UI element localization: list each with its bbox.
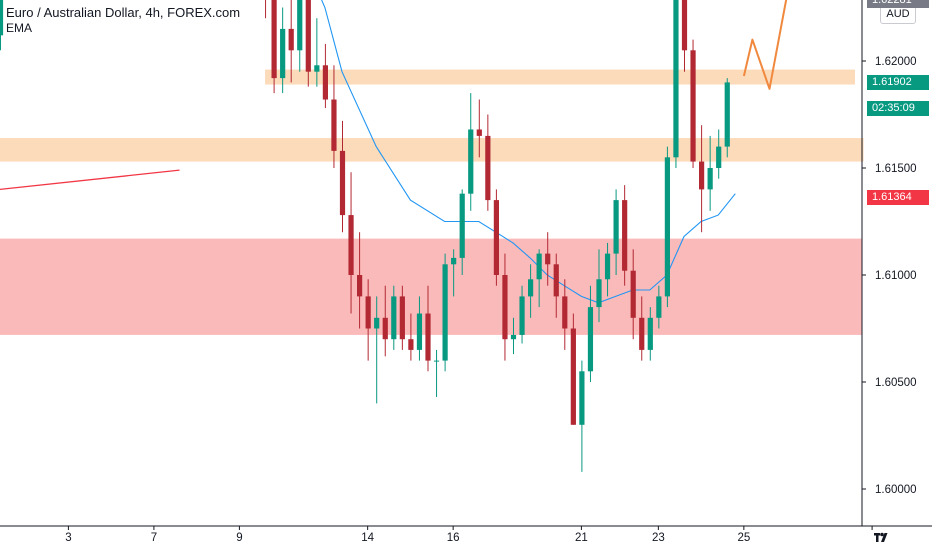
candle-body-38[interactable] [322,65,328,100]
candle-body-77[interactable] [656,296,662,318]
price-label-current[interactable]: 1.61902 [867,74,929,90]
candle-body-62[interactable] [528,279,534,297]
candle-body-75[interactable] [639,317,645,350]
candle-body-32[interactable] [271,0,277,79]
candle-body-66[interactable] [562,296,568,329]
candle-body-70[interactable] [596,279,602,308]
level-zone-5[interactable] [0,138,864,162]
candle-body-85[interactable] [724,82,730,147]
candle-body-79[interactable] [673,0,679,158]
candle-body-71[interactable] [604,253,611,280]
candle-body-55[interactable] [468,129,474,194]
time-tick-label-7: 25 [737,532,750,544]
candle-body-42[interactable] [357,275,363,297]
candle-body-54[interactable] [459,193,465,258]
supply-zone-1[interactable] [0,238,862,335]
symbol-title[interactable]: Euro / Australian Dollar, 4h, FOREX.com [6,5,241,20]
candle-body-49[interactable] [416,313,423,350]
candle-body-50[interactable] [425,313,431,361]
time-tick-label-0: 3 [65,532,71,544]
candle-body-39[interactable] [331,99,337,151]
candle-body-48[interactable] [408,339,414,350]
candle-body-60[interactable] [510,334,517,340]
candle-body-82[interactable] [699,161,705,190]
price-tick-label-4: 1.62000 [875,56,917,68]
ema-line[interactable] [0,0,736,304]
candle-body-0[interactable] [0,0,4,36]
projection-arrow[interactable] [742,0,864,90]
trend-line[interactable] [0,169,180,191]
candle-body-46[interactable] [391,296,397,340]
time-tick-label-5: 21 [575,532,588,544]
time-tick-label-3: 14 [361,532,374,544]
candle-body-65[interactable] [553,264,559,297]
candle-body-33[interactable] [280,28,286,79]
candle-body-36[interactable] [305,0,311,72]
candle-body-63[interactable] [536,253,542,280]
candle-body-53[interactable] [451,257,457,265]
candle-body-44[interactable] [374,317,380,329]
candle-body-73[interactable] [622,200,628,271]
time-tick-label-6: 23 [652,532,665,544]
price-label-1.62281[interactable]: 1.62281 [867,0,929,9]
candle-body-69[interactable] [587,307,594,372]
candle-body-80[interactable] [681,0,688,51]
candle-body-40[interactable] [339,150,346,216]
time-tick-label-4: 16 [447,532,460,544]
candle-body-84[interactable] [716,146,722,168]
candle-body-56[interactable] [476,129,482,136]
candle-body-34[interactable] [288,28,294,51]
candle-body-68[interactable] [579,371,585,425]
candle-body-78[interactable] [664,157,670,297]
candle-body-51[interactable] [433,360,440,362]
candle-body-59[interactable] [502,275,508,340]
candle-body-35[interactable] [297,0,303,51]
candle-body-72[interactable] [613,200,619,254]
indicator-label[interactable]: EMA [6,21,33,35]
candle-body-64[interactable] [545,253,551,265]
price-tick-label-0: 1.60000 [875,484,917,496]
candle-body-52[interactable] [442,264,448,361]
price-tick-label-2: 1.61000 [875,270,917,282]
candle-body-81[interactable] [690,50,696,162]
candle-body-57[interactable] [485,135,491,201]
time-tick-label-2: 9 [236,532,242,544]
candle-body-47[interactable] [399,296,405,340]
price-label-1.61364[interactable]: 1.61364 [867,189,929,205]
candle-body-67[interactable] [570,328,576,425]
price-label-countdown[interactable]: 02:35:09 [867,100,929,116]
candle-body-76[interactable] [647,317,653,350]
candle-body-74[interactable] [630,270,636,318]
time-tick-label-1: 7 [151,532,157,544]
level-zone-4[interactable] [265,69,855,85]
candle-body-37[interactable] [314,65,320,72]
candle-body-83[interactable] [707,168,713,190]
candle-body-45[interactable] [382,317,388,340]
candle-body-58[interactable] [493,200,499,275]
price-tick-label-1: 1.60500 [875,377,917,389]
tradingview-logo-icon[interactable] [874,530,888,544]
price-tick-label-3: 1.61500 [875,163,917,175]
candle-body-61[interactable] [519,296,525,335]
candle-body-41[interactable] [348,215,354,275]
candle-body-43[interactable] [365,296,371,329]
